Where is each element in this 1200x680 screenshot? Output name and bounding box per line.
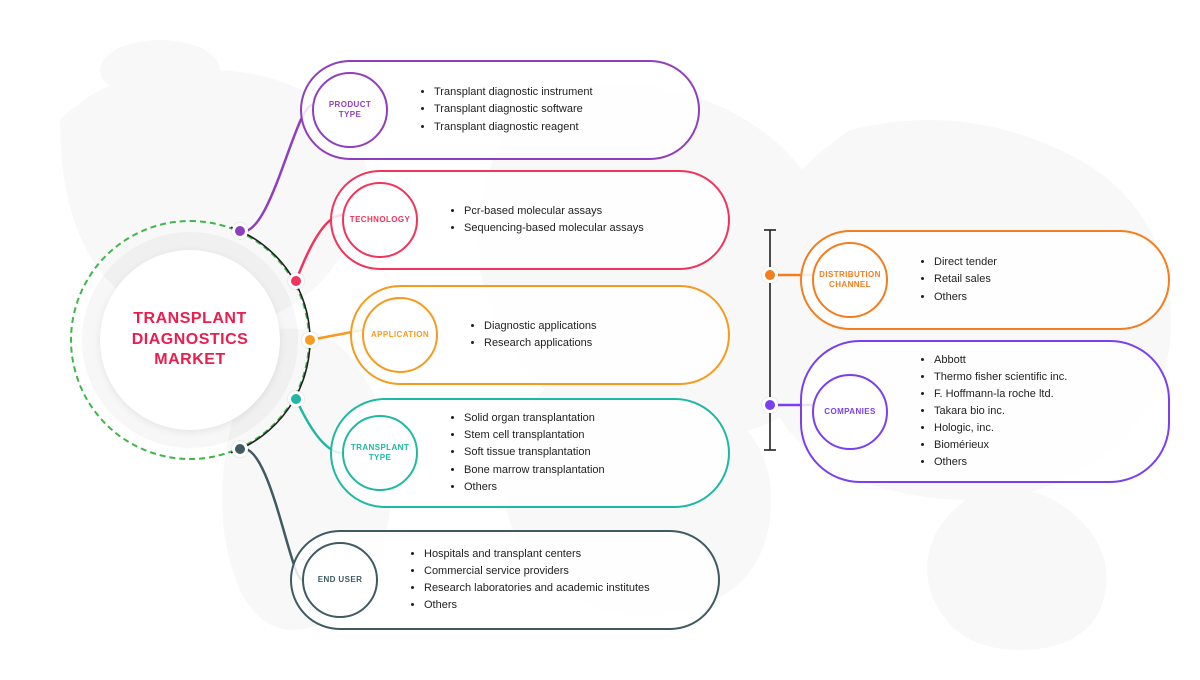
node-dot-companies [762, 397, 778, 413]
node-dot-technology [288, 273, 304, 289]
list-item: Direct tender [934, 254, 997, 271]
list-item: Biomérieux [934, 437, 1067, 454]
list-item: Transplant diagnostic reagent [434, 119, 593, 136]
list-item: Others [934, 454, 1067, 471]
node-dot-application [302, 332, 318, 348]
category-product_type: PRODUCT TYPE Transplant diagnostic instru… [300, 60, 700, 160]
diagram-canvas: TRANSPLANT DIAGNOSTICS MARKET PRODUCT TY… [0, 0, 1200, 675]
list-item: Diagnostic applications [484, 318, 597, 335]
list-item: Bone marrow transplantation [464, 462, 605, 479]
node-dot-end_user [232, 441, 248, 457]
list-item: Soft tissue transplantation [464, 444, 605, 461]
list-item: Thermo fisher scientific inc. [934, 369, 1067, 386]
category-end_user: END USER Hospitals and transplant centers… [290, 530, 720, 630]
list-item: Solid organ transplantation [464, 410, 605, 427]
node-dot-product_type [232, 223, 248, 239]
list-item: Sequencing-based molecular assays [464, 220, 644, 237]
list-item: F. Hoffmann-la roche ltd. [934, 386, 1067, 403]
category-items-product_type: Transplant diagnostic instrumentTranspla… [416, 84, 593, 135]
list-item: Transplant diagnostic software [434, 101, 593, 118]
category-items-application: Diagnostic applicationsResearch applicat… [466, 318, 597, 352]
list-item: Commercial service providers [424, 563, 650, 580]
list-item: Stem cell transplantation [464, 427, 605, 444]
list-item: Others [934, 289, 997, 306]
node-dot-transplant_type [288, 391, 304, 407]
list-item: Research applications [484, 335, 597, 352]
list-item: Takara bio inc. [934, 403, 1067, 420]
category-label-product_type: PRODUCT TYPE [312, 72, 388, 148]
list-item: Others [424, 597, 650, 614]
category-label-end_user: END USER [302, 542, 378, 618]
category-items-end_user: Hospitals and transplant centersCommerci… [406, 546, 650, 614]
category-distribution_channel: DISTRIBUTION CHANNEL Direct tenderRetail … [800, 230, 1170, 330]
category-items-distribution_channel: Direct tenderRetail salesOthers [916, 254, 997, 305]
node-dot-distribution_channel [762, 267, 778, 283]
list-item: Hospitals and transplant centers [424, 546, 650, 563]
category-label-transplant_type: TRANSPLANT TYPE [342, 415, 418, 491]
list-item: Abbott [934, 352, 1067, 369]
list-item: Retail sales [934, 271, 997, 288]
category-items-technology: Pcr-based molecular assaysSequencing-bas… [446, 203, 644, 237]
category-items-companies: AbbottThermo fisher scientific inc.F. Ho… [916, 352, 1067, 471]
category-items-transplant_type: Solid organ transplantationStem cell tra… [446, 410, 605, 495]
list-item: Transplant diagnostic instrument [434, 84, 593, 101]
list-item: Others [464, 479, 605, 496]
category-label-application: APPLICATION [362, 297, 438, 373]
category-label-technology: TECHNOLOGY [342, 182, 418, 258]
list-item: Pcr-based molecular assays [464, 203, 644, 220]
center-dashed-ring [70, 220, 310, 460]
list-item: Hologic, inc. [934, 420, 1067, 437]
category-application: APPLICATION Diagnostic applicationsResear… [350, 285, 730, 385]
category-transplant_type: TRANSPLANT TYPE Solid organ transplantati… [330, 398, 730, 508]
category-companies: COMPANIES AbbottThermo fisher scientific … [800, 340, 1170, 483]
category-technology: TECHNOLOGY Pcr-based molecular assaysSequ… [330, 170, 730, 270]
list-item: Research laboratories and academic insti… [424, 580, 650, 597]
category-label-distribution_channel: DISTRIBUTION CHANNEL [812, 242, 888, 318]
category-label-companies: COMPANIES [812, 374, 888, 450]
